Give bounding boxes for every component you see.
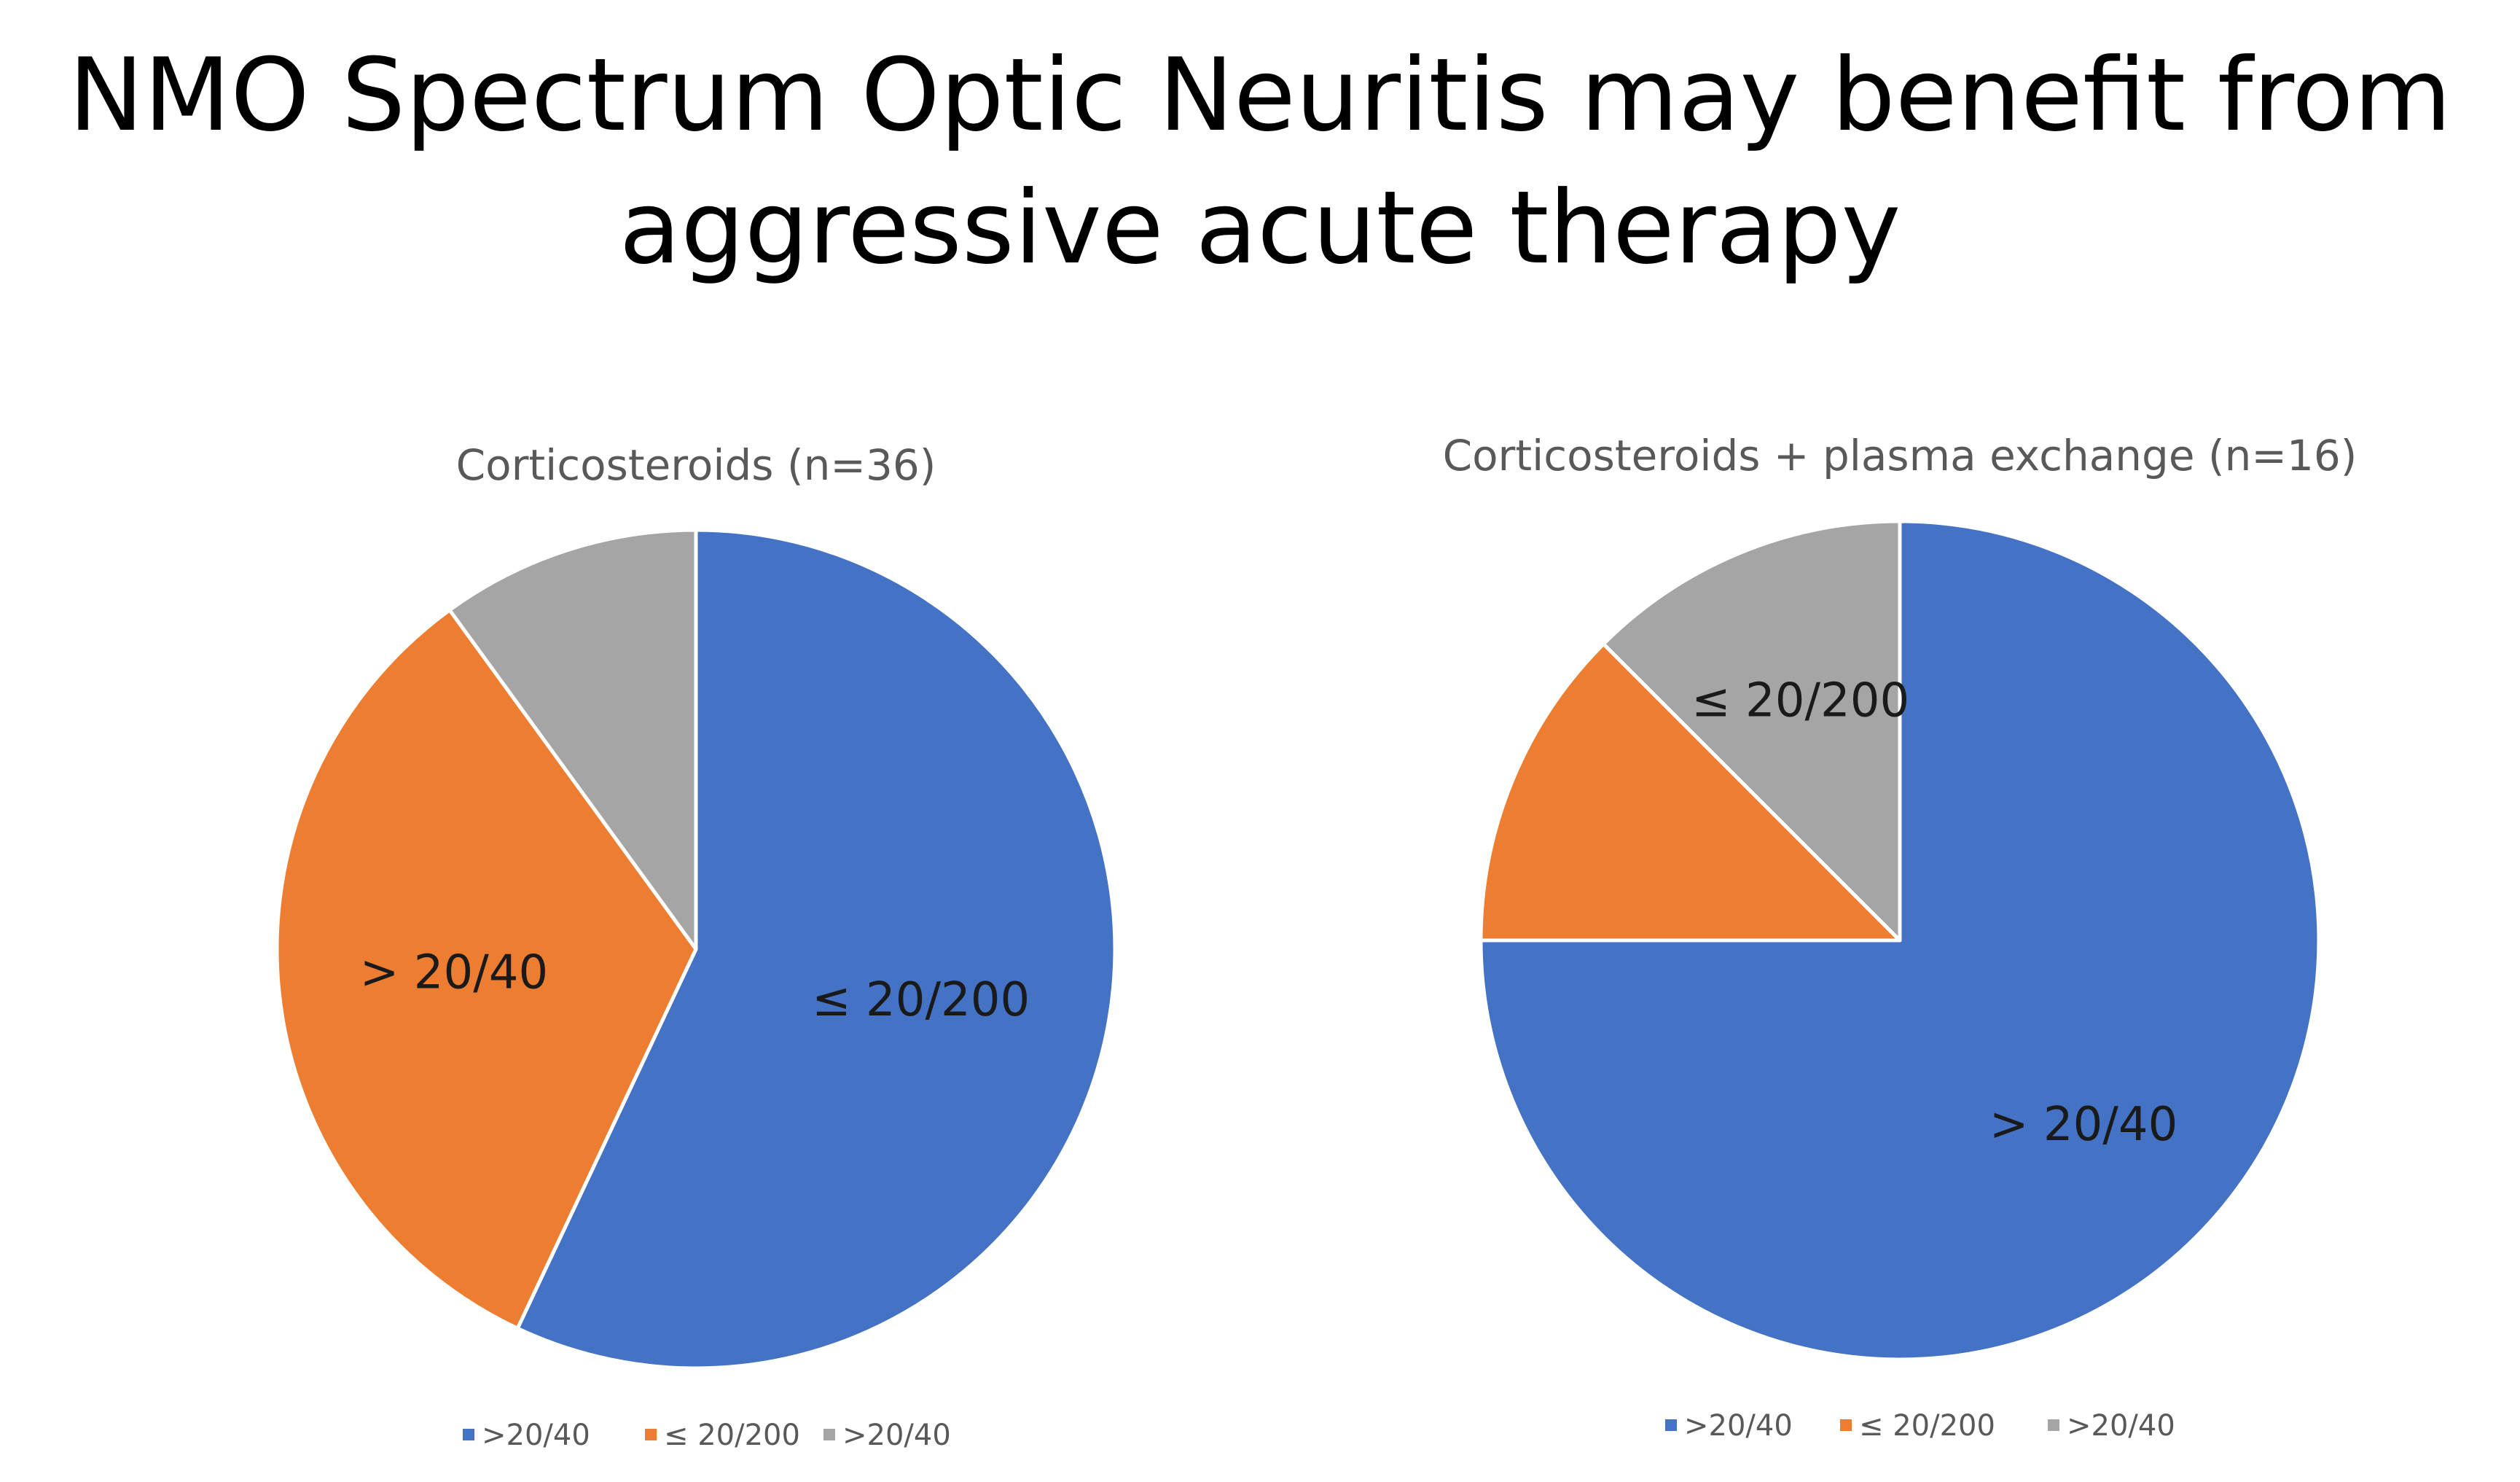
legend-entry: >20/40 [842, 1419, 951, 1452]
pie-chart-corticosteroids: Corticosteroids (n=36) ≤ 20/200 > 20/40 >20… [275, 440, 1117, 1452]
pie-chart-corticosteroids-plasma-exchange: Corticosteroids + plasma exchange (n=16)… [1443, 431, 2357, 1443]
chart-title: Corticosteroids (n=36) [456, 440, 936, 490]
slice-data-label: > 20/40 [360, 945, 548, 999]
legend-entry: >20/40 [1684, 1409, 1793, 1443]
pie-slice-2 [1601, 519, 1902, 943]
legend-swatch [823, 1429, 835, 1440]
legend-swatch [1665, 1419, 1677, 1431]
chart-title: Corticosteroids + plasma exchange (n=16) [1443, 431, 2357, 480]
pie-slice-2 [447, 528, 698, 951]
legend-entry: ≤ 20/200 [1859, 1409, 1995, 1443]
legend-entry: >20/40 [482, 1419, 590, 1452]
legend-swatch [2048, 1419, 2059, 1431]
pie-slice-0 [515, 528, 1117, 1370]
slice-data-label: ≤ 20/200 [1691, 674, 1909, 728]
slide-title-line-2: aggressive acute therapy [619, 169, 1901, 286]
pie-slice-1 [1479, 641, 1902, 943]
legend-swatch [1840, 1419, 1852, 1431]
legend-swatch [645, 1429, 657, 1440]
slide-title-line-1: NMO Spectrum Optic Neuritis may benefit … [69, 36, 2451, 154]
slice-data-label: ≤ 20/200 [812, 973, 1030, 1027]
slice-data-label: > 20/40 [1989, 1098, 2177, 1152]
pie-slice-0 [1479, 519, 2321, 1362]
legend-entry: ≤ 20/200 [664, 1419, 800, 1452]
pie-slice-1 [275, 608, 698, 1330]
legend-swatch [463, 1429, 474, 1440]
legend-entry: >20/40 [2067, 1409, 2175, 1443]
